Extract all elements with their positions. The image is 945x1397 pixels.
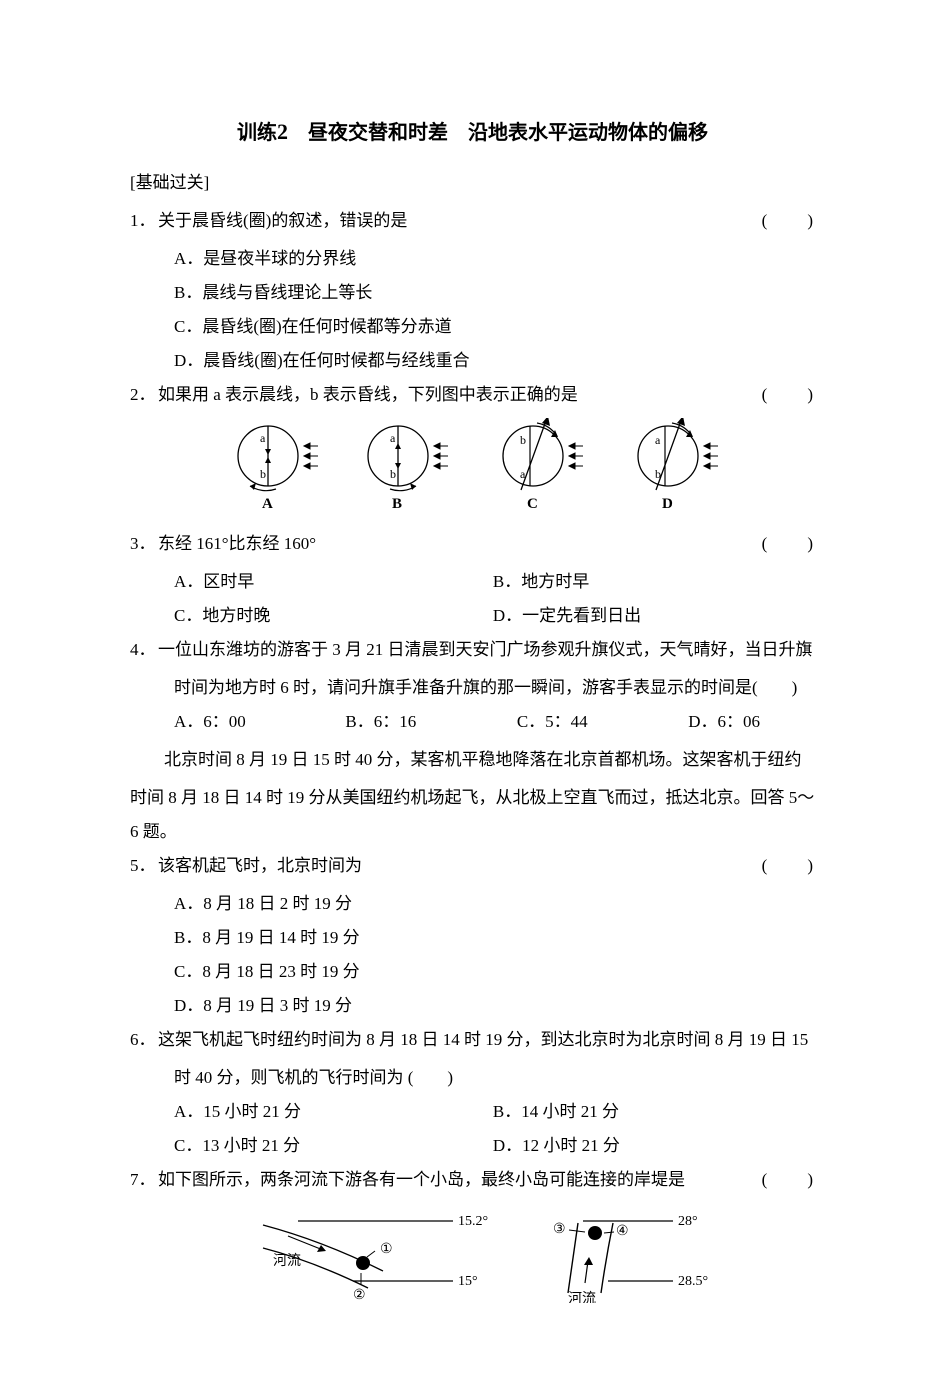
question-2-figure: a b A: [130, 418, 815, 525]
context-5-6-line1: 北京时间 8 月 19 日 15 时 40 分，某客机平稳地降落在北京首都机场。…: [130, 743, 815, 777]
option-a: A．是昼夜半球的分界线: [174, 242, 815, 276]
title-main: 昼夜交替和时差 沿地表水平运动物体的偏移: [288, 122, 708, 144]
question-stem: 关于晨昏线(圈)的叙述，错误的是: [158, 204, 762, 238]
page-title: 训练2 昼夜交替和时差 沿地表水平运动物体的偏移: [130, 110, 815, 154]
question-stem: 时 40 分，则飞机的飞行时间为: [174, 1068, 404, 1087]
label-a: a: [260, 431, 266, 445]
option-b: B．晨线与昏线理论上等长: [174, 276, 815, 310]
question-number: 1．: [130, 204, 156, 238]
marker-4: ④: [616, 1224, 629, 1239]
label-b: b: [655, 467, 661, 481]
terminator-diagrams-svg: a b A: [213, 418, 733, 513]
question-5: 5． 该客机起飞时，北京时间为 ( ): [130, 849, 815, 883]
question-1: 1． 关于晨昏线(圈)的叙述，错误的是 ( ): [130, 204, 815, 238]
question-4: 4． 一位山东潍坊的游客于 3 月 21 日清晨到天安门广场参观升旗仪式，天气晴…: [130, 633, 815, 667]
question-stem-line1: 这架飞机起飞时纽约时间为 8 月 18 日 14 时 19 分，到达北京时为北京…: [158, 1023, 815, 1057]
option-a: A．6：00: [174, 705, 345, 739]
answer-blank: ( ): [762, 1163, 815, 1197]
question-2: 2． 如果用 a 表示晨线，b 表示昏线，下列图中表示正确的是 ( ): [130, 378, 815, 412]
option-c: C．5：44: [517, 705, 688, 739]
answer-blank: ( ): [762, 849, 815, 883]
question-number: 2．: [130, 378, 156, 412]
lat-top-right: 28°: [678, 1214, 698, 1229]
answer-blank: ( ): [762, 378, 815, 412]
label-b: b: [520, 433, 526, 447]
title-prefix: 训练: [237, 122, 277, 144]
label-a: a: [390, 431, 396, 445]
question-number: 4．: [130, 633, 156, 667]
answer-blank: ( ): [408, 1068, 453, 1087]
question-stem: 东经 161°比东经 160°: [158, 527, 762, 561]
question-number: 5．: [130, 849, 156, 883]
option-b: B．6：16: [345, 705, 516, 739]
question-7-figure: 15.2° 15° 河流 ① ②: [130, 1203, 815, 1315]
option-d: D．12 小时 21 分: [493, 1129, 812, 1163]
diagram-label-a: A: [262, 496, 273, 512]
option-d: D．8 月 19 日 3 时 19 分: [174, 989, 815, 1023]
option-b: B．8 月 19 日 14 时 19 分: [174, 921, 815, 955]
option-a: A．15 小时 21 分: [174, 1095, 493, 1129]
marker-3: ③: [553, 1222, 566, 1237]
option-a: A．区时早: [174, 565, 493, 599]
option-c: C．晨昏线(圈)在任何时候都等分赤道: [174, 310, 815, 344]
diagram-label-b: B: [392, 496, 402, 512]
option-b: B．14 小时 21 分: [493, 1095, 812, 1129]
question-3-options: A．区时早 B．地方时早 C．地方时晚 D．一定先看到日出: [130, 565, 815, 633]
question-number: 6．: [130, 1023, 156, 1057]
answer-blank: ( ): [762, 527, 815, 561]
river-label-right: 河流: [568, 1291, 596, 1303]
option-b: B．地方时早: [493, 565, 812, 599]
question-number: 7．: [130, 1163, 156, 1197]
question-stem-line1: 一位山东潍坊的游客于 3 月 21 日清晨到天安门广场参观升旗仪式，天气晴好，当…: [158, 633, 815, 667]
question-6-options: A．15 小时 21 分 B．14 小时 21 分 C．13 小时 21 分 D…: [130, 1095, 815, 1163]
question-4-options: A．6：00 B．6：16 C．5：44 D．6：06: [130, 705, 815, 739]
diagram-label-c: C: [527, 496, 538, 512]
river-diagrams-svg: 15.2° 15° 河流 ① ②: [233, 1203, 713, 1303]
diagram-label-d: D: [662, 496, 673, 512]
question-stem: 该客机起飞时，北京时间为: [158, 849, 762, 883]
context-text: 时间 8 月 18 日 14 时 19 分从美国纽约机场起飞，从北极上空直飞而过…: [130, 788, 751, 807]
question-6: 6． 这架飞机起飞时纽约时间为 8 月 18 日 14 时 19 分，到达北京时…: [130, 1023, 815, 1057]
marker-1: ①: [380, 1242, 393, 1257]
worksheet-page: 训练2 昼夜交替和时差 沿地表水平运动物体的偏移 [基础过关] 1． 关于晨昏线…: [0, 0, 945, 1397]
option-d: D．一定先看到日出: [493, 599, 812, 633]
option-d: D．6：06: [688, 705, 859, 739]
question-stem: 如下图所示，两条河流下游各有一个小岛，最终小岛可能连接的岸堤是: [158, 1163, 762, 1197]
question-stem: 如果用 a 表示晨线，b 表示昏线，下列图中表示正确的是: [158, 378, 762, 412]
question-1-options: A．是昼夜半球的分界线 B．晨线与昏线理论上等长 C．晨昏线(圈)在任何时候都等…: [130, 242, 815, 378]
option-a: A．8 月 18 日 2 时 19 分: [174, 887, 815, 921]
question-5-options: A．8 月 18 日 2 时 19 分 B．8 月 19 日 14 时 19 分…: [130, 887, 815, 1023]
label-b: b: [260, 467, 266, 481]
lat-bot-left: 15°: [458, 1274, 478, 1289]
marker-2: ②: [353, 1288, 366, 1303]
title-number: 2: [277, 119, 288, 144]
answer-blank: ( ): [762, 204, 815, 238]
context-5-6-line2: 时间 8 月 18 日 14 时 19 分从美国纽约机场起飞，从北极上空直飞而过…: [130, 781, 815, 849]
label-a: a: [520, 467, 526, 481]
question-3: 3． 东经 161°比东经 160° ( ): [130, 527, 815, 561]
option-c: C．8 月 18 日 23 时 19 分: [174, 955, 815, 989]
section-label: [基础过关]: [130, 166, 815, 200]
question-stem-line2: 时间为地方时 6 时，请问升旗手准备升旗的那一瞬间，游客手表显示的时间是( ): [130, 671, 815, 705]
lat-bot-right: 28.5°: [678, 1274, 708, 1289]
lat-top-left: 15.2°: [458, 1214, 488, 1229]
option-c: C．地方时晚: [174, 599, 493, 633]
option-d: D．晨昏线(圈)在任何时候都与经线重合: [174, 344, 815, 378]
river-label-left: 河流: [273, 1253, 301, 1269]
question-number: 3．: [130, 527, 156, 561]
question-7: 7． 如下图所示，两条河流下游各有一个小岛，最终小岛可能连接的岸堤是 ( ): [130, 1163, 815, 1197]
label-b: b: [390, 467, 396, 481]
label-a: a: [655, 433, 661, 447]
option-c: C．13 小时 21 分: [174, 1129, 493, 1163]
question-6-stem-line2: 时 40 分，则飞机的飞行时间为 ( ): [130, 1061, 815, 1095]
